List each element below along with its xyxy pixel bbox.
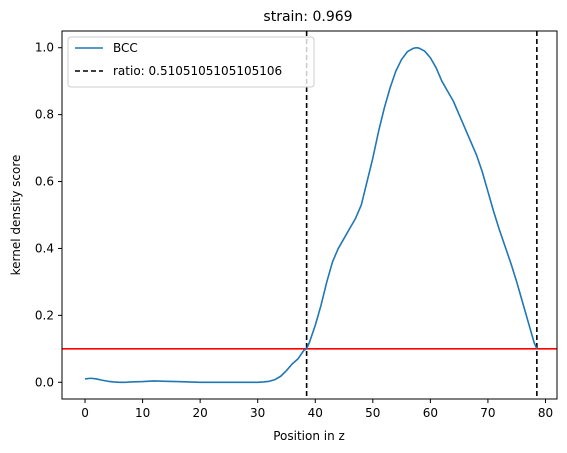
- plot-frame: [61, 30, 558, 400]
- x-tick-label: 10: [135, 406, 150, 420]
- y-tick-label: 0.6: [35, 175, 54, 189]
- y-tick-label: 0.8: [35, 108, 54, 122]
- y-tick-label: 0.2: [35, 308, 54, 322]
- legend-label-ratio: ratio: 0.5105105105105106: [113, 64, 282, 78]
- x-axis-label: Position in z: [273, 429, 345, 443]
- x-tick-label: 70: [480, 406, 495, 420]
- axis-ticks: 0 10 20 30 40 50 60 70 80 0.0 0.2 0.4 0.6 0.8 1.0: [35, 41, 553, 420]
- y-tick-label: 0.4: [35, 241, 54, 255]
- legend: BCC ratio: 0.5105105105105106: [67, 36, 315, 88]
- x-tick-label: 80: [538, 406, 553, 420]
- series-line-bcc: [84, 46, 538, 384]
- x-tick-label: 40: [308, 406, 323, 420]
- y-tick-label: 1.0: [35, 41, 54, 55]
- x-tick-label: 60: [423, 406, 438, 420]
- chart-title: strain: 0.969: [263, 9, 352, 25]
- legend-box: [67, 36, 315, 88]
- x-tick-label: 20: [192, 406, 207, 420]
- x-tick-label: 30: [250, 406, 265, 420]
- y-tick-label: 0.0: [35, 375, 54, 389]
- x-tick-label: 0: [81, 406, 89, 420]
- plot-area: [62, 31, 557, 399]
- legend-label-bcc: BCC: [113, 41, 138, 55]
- x-tick-label: 50: [365, 406, 380, 420]
- y-axis-label: kernel density score: [9, 155, 23, 276]
